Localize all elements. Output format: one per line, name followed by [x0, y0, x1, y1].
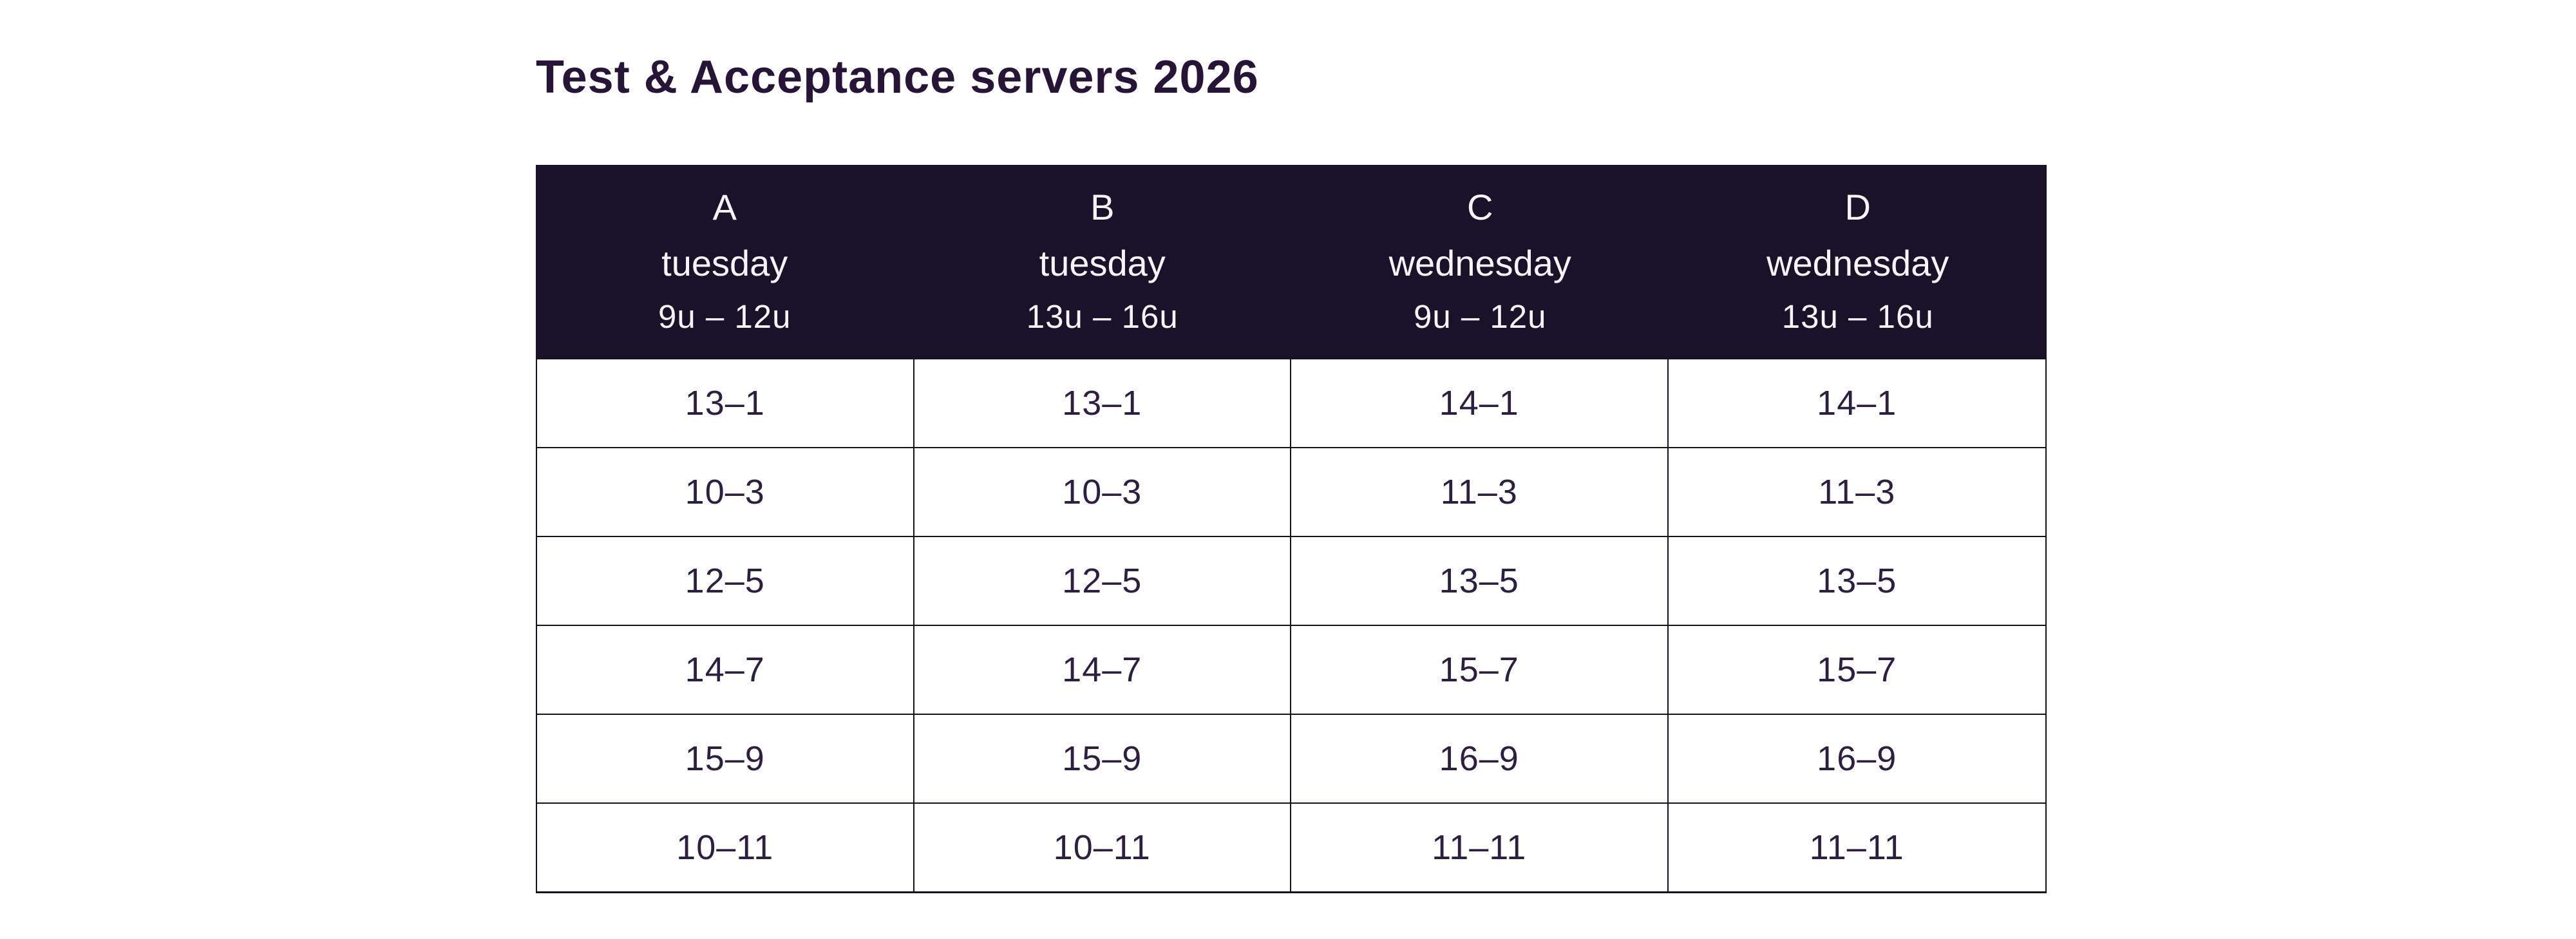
table-cell: 10–11	[914, 802, 1291, 891]
header-cell-c: C wednesday 9u – 12u	[1291, 165, 1669, 358]
table-body: 13–1 13–1 14–1 14–1 10–3 10–3 11–3 11–3 …	[536, 358, 2047, 893]
header-cell-d: D wednesday 13u – 16u	[1669, 165, 2047, 358]
table-cell: 13–5	[1291, 536, 1669, 625]
column-time: 13u – 16u	[1026, 298, 1179, 336]
table-cell: 11–3	[1291, 447, 1669, 536]
table-cell: 14–7	[914, 625, 1291, 714]
column-letter: C	[1467, 187, 1493, 228]
table-cell: 13–1	[914, 358, 1291, 447]
column-time: 9u – 12u	[1413, 298, 1547, 336]
table-cell: 13–1	[537, 358, 914, 447]
schedule-table: A tuesday 9u – 12u B tuesday 13u – 16u C…	[536, 165, 2047, 893]
table-cell: 14–7	[537, 625, 914, 714]
column-time: 9u – 12u	[658, 298, 791, 336]
table-cell: 12–5	[914, 536, 1291, 625]
column-letter: D	[1844, 187, 1871, 228]
column-letter: A	[712, 187, 737, 228]
table-cell: 15–9	[537, 714, 914, 802]
table-cell: 16–9	[1291, 714, 1669, 802]
table-cell: 14–1	[1668, 358, 2045, 447]
table-cell: 11–3	[1668, 447, 2045, 536]
table-cell: 11–11	[1668, 802, 2045, 891]
column-day: tuesday	[661, 242, 788, 283]
table-cell: 14–1	[1291, 358, 1669, 447]
table-cell: 10–3	[537, 447, 914, 536]
header-cell-b: B tuesday 13u – 16u	[914, 165, 1292, 358]
table-cell: 10–11	[537, 802, 914, 891]
table-cell: 10–3	[914, 447, 1291, 536]
table-cell: 16–9	[1668, 714, 2045, 802]
page-title: Test & Acceptance servers 2026	[536, 52, 1259, 103]
column-day: wednesday	[1388, 242, 1571, 283]
column-day: tuesday	[1039, 242, 1166, 283]
table-header: A tuesday 9u – 12u B tuesday 13u – 16u C…	[536, 165, 2047, 358]
table-cell: 15–7	[1291, 625, 1669, 714]
column-time: 13u – 16u	[1781, 298, 1934, 336]
table-cell: 15–7	[1668, 625, 2045, 714]
table-cell: 12–5	[537, 536, 914, 625]
table-cell: 15–9	[914, 714, 1291, 802]
column-letter: B	[1090, 187, 1115, 228]
header-cell-a: A tuesday 9u – 12u	[536, 165, 914, 358]
table-cell: 13–5	[1668, 536, 2045, 625]
table-cell: 11–11	[1291, 802, 1669, 891]
column-day: wednesday	[1766, 242, 1949, 283]
